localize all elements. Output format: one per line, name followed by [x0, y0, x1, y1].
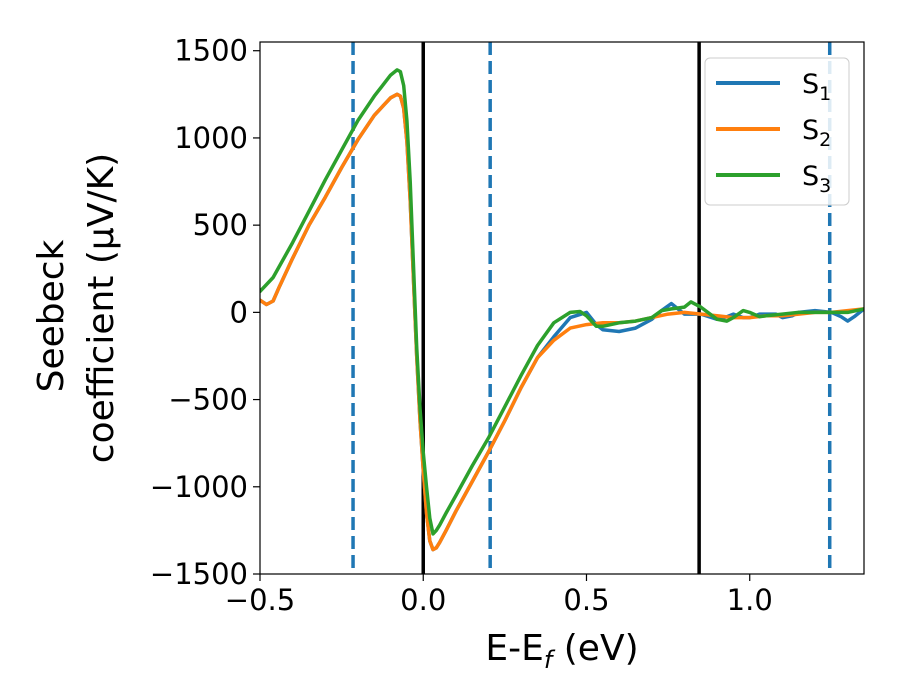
series-lines — [260, 68, 864, 552]
y-tick-label-0: −1500 — [150, 557, 248, 591]
x-axis-title: E-Ef (eV) — [485, 628, 638, 674]
legend-label-sub: 2 — [819, 129, 831, 151]
x-tick-label-3: 1.0 — [727, 583, 773, 617]
y-axis-title-line1: Seebeck — [31, 239, 72, 392]
plot-frame — [259, 41, 865, 575]
y-tick-label-6: 1500 — [174, 34, 248, 68]
series-line-s3 — [260, 68, 864, 536]
y-tick-label-2: −500 — [168, 383, 248, 417]
y-tick-label-1: −1000 — [150, 470, 248, 504]
axis-ticks: −0.5 0.0 0.5 1.0 −1500 −1000 −500 0 500 1000 1500 — [150, 34, 773, 617]
y-axis-title-line2: coefficient (μV/K) — [81, 153, 122, 463]
legend-label-s2: S2 — [802, 115, 831, 151]
legend-label-main: S — [802, 161, 819, 192]
legend-label-s1: S1 — [802, 69, 831, 105]
x-axis-title-unit: (eV) — [552, 628, 638, 669]
x-tick-label-0: −0.5 — [225, 583, 295, 617]
legend-label-main: S — [802, 115, 819, 146]
legend-label-sub: 1 — [819, 83, 831, 105]
legend-box — [704, 57, 850, 206]
y-tick-label-5: 1000 — [174, 121, 248, 155]
x-axis-title-main: E-E — [485, 628, 543, 669]
series-line-s2 — [260, 92, 864, 552]
y-tick-label-4: 500 — [193, 208, 248, 242]
legend-label-sub: 3 — [819, 175, 831, 197]
legend-label-s3: S3 — [802, 161, 831, 197]
x-tick-label-2: 0.5 — [563, 583, 609, 617]
x-tick-label-1: 0.0 — [400, 583, 446, 617]
legend-label-main: S — [802, 69, 819, 100]
y-tick-label-3: 0 — [230, 295, 248, 329]
